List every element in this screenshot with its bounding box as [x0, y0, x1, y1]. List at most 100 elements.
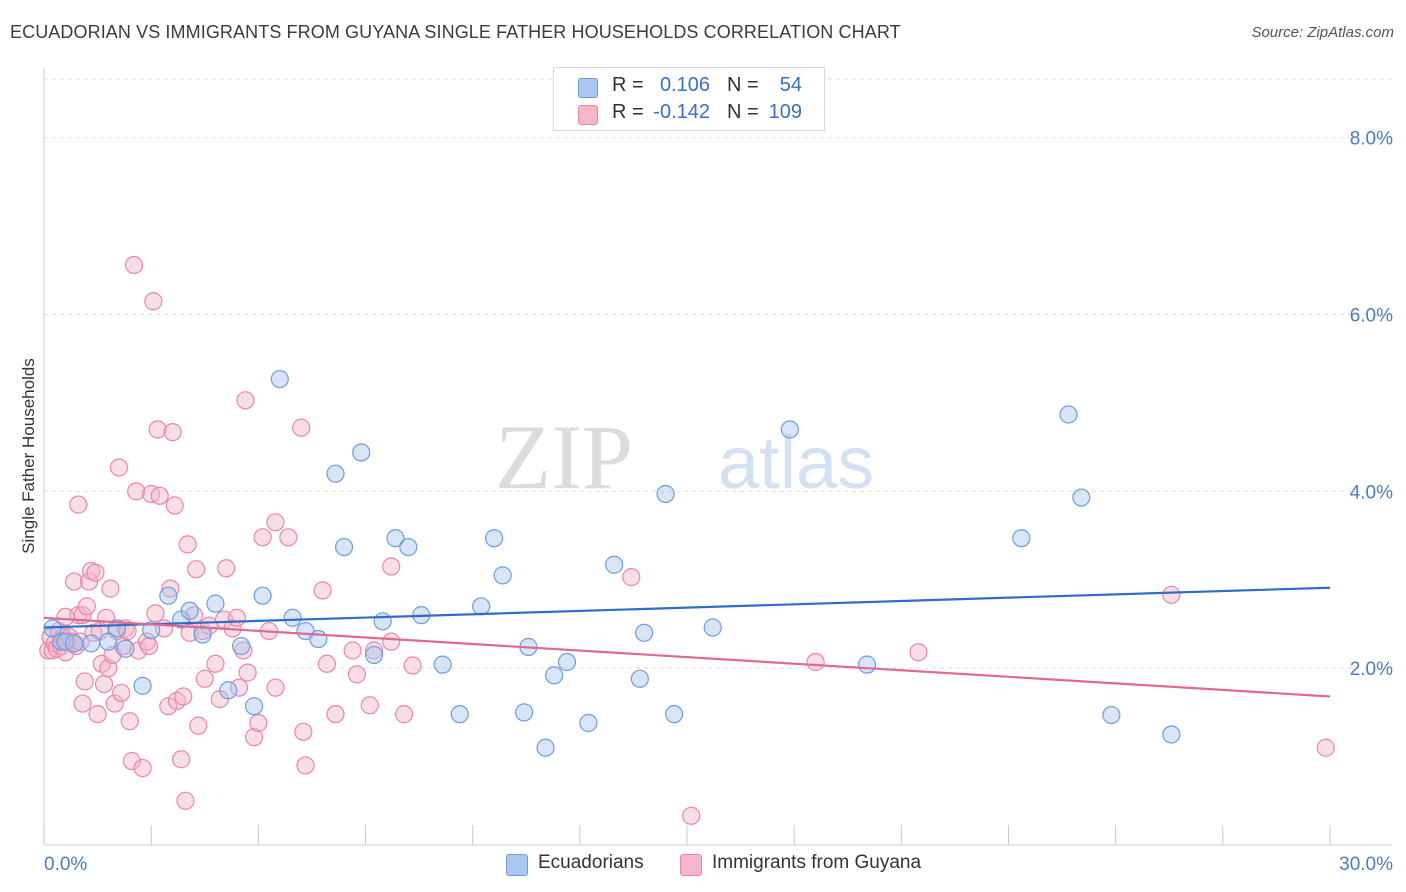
- guyana-point: [909, 643, 928, 662]
- guyana-point: [146, 604, 165, 623]
- guyana-point: [94, 674, 114, 694]
- guyana-point: [77, 597, 96, 616]
- ecuadorians-point: [399, 537, 418, 557]
- ecuadorians-point: [515, 703, 534, 722]
- guyana-point: [244, 728, 264, 747]
- series-legend: Ecuadorians Immigrants from Guyana: [0, 852, 1406, 878]
- guyana-point: [105, 694, 124, 713]
- ecuadorians-point: [635, 623, 654, 642]
- guyana-point: [296, 756, 315, 775]
- guyana-point: [161, 579, 180, 598]
- ecuadorians-point: [1162, 725, 1181, 744]
- guyana-point: [150, 486, 169, 505]
- chart-title: ECUADORIAN VS IMMIGRANTS FROM GUYANA SIN…: [10, 22, 901, 42]
- guyana-point: [144, 292, 163, 311]
- ecuadorians-point: [159, 586, 178, 605]
- guyana-point: [88, 705, 107, 724]
- guyana-point: [133, 758, 152, 778]
- guyana-point: [249, 713, 268, 733]
- ecuadorians-point: [82, 634, 101, 653]
- guyana-point: [347, 665, 367, 684]
- guyana-point: [266, 513, 285, 532]
- legend-label-ecuadorians: Ecuadorians: [538, 852, 644, 873]
- guyana-point: [64, 572, 84, 591]
- guyana-point: [1316, 738, 1335, 757]
- legend-swatch-guyana: [680, 854, 702, 876]
- ecuadorians-point: [630, 669, 649, 688]
- ecuadorians-point: [193, 625, 212, 644]
- y-axis-label: Single Father Households: [19, 358, 38, 554]
- guyana-point: [806, 652, 825, 672]
- y-tick-label: 8.0%: [1350, 129, 1393, 150]
- ecuadorians-point: [605, 555, 624, 574]
- guyana-point: [343, 641, 362, 660]
- legend-n-label: N =: [727, 74, 759, 96]
- guyana-point: [1162, 585, 1181, 604]
- ecuadorians-point: [334, 537, 354, 557]
- guyana-point: [279, 528, 298, 547]
- ecuadorians-point: [485, 529, 504, 548]
- legend-row-ecuadorians: R = 0.106 N = 54: [554, 74, 824, 100]
- guyana-point: [127, 482, 146, 501]
- guyana-point: [317, 654, 337, 673]
- watermark: ZIP atlas: [495, 406, 874, 508]
- series-guyana-points: [39, 255, 1335, 825]
- guyana-point: [178, 535, 197, 554]
- legend-label-guyana: Immigrants from Guyana: [712, 852, 922, 873]
- guyana-point: [165, 496, 184, 515]
- ecuadorians-trend-line: [43, 586, 1331, 629]
- ecuadorians-point: [450, 705, 469, 724]
- guyana-point: [112, 683, 131, 703]
- guyana-point: [313, 581, 332, 600]
- ecuadorians-point: [545, 666, 564, 685]
- ecuadorians-point: [352, 443, 371, 462]
- guyana-point: [360, 696, 379, 715]
- ecuadorians-point: [99, 632, 118, 651]
- legend-r-value: -0.142: [653, 101, 710, 123]
- guyana-point: [682, 806, 701, 825]
- ecuadorians-point: [472, 597, 491, 616]
- ecuadorians-point: [116, 639, 135, 658]
- guyana-point: [139, 636, 159, 656]
- x-tick-label-min: 0.0%: [44, 854, 87, 875]
- ecuadorians-point: [703, 618, 722, 637]
- ecuadorians-point: [364, 645, 384, 665]
- ecuadorians-point: [133, 676, 152, 695]
- guyana-point: [294, 722, 313, 741]
- ecuadorians-point: [64, 634, 84, 653]
- guyana-point: [187, 560, 206, 579]
- guyana-point: [174, 687, 193, 706]
- gridlines: [44, 78, 1392, 669]
- guyana-point: [236, 391, 255, 410]
- legend-r-value: 0.106: [659, 74, 710, 96]
- legend-row-guyana: R = -0.142 N = 109: [554, 101, 824, 127]
- y-tick-label: 4.0%: [1350, 482, 1393, 503]
- ecuadorians-point: [219, 681, 238, 700]
- y-tick-label: 6.0%: [1350, 306, 1393, 327]
- ecuadorians-point: [433, 655, 452, 674]
- y-tick-label: 2.0%: [1350, 659, 1393, 680]
- guyana-point: [229, 678, 249, 697]
- ecuadorians-point: [656, 484, 675, 504]
- ecuadorians-point: [326, 464, 345, 483]
- legend-r-label: R =: [612, 101, 644, 123]
- legend-r-label: R =: [612, 74, 644, 96]
- trend-lines: [43, 586, 1331, 698]
- legend-n-value: 54: [779, 74, 802, 96]
- guyana-point: [227, 608, 246, 627]
- guyana-point: [364, 641, 384, 660]
- x-tick-marks: [43, 825, 1331, 845]
- legend-n-value: 109: [768, 101, 802, 123]
- stats-legend: R = 0.106 N = 54 R = -0.142 N = 109: [553, 67, 825, 131]
- ecuadorians-point: [309, 629, 328, 649]
- guyana-point: [176, 791, 195, 810]
- guyana-point: [109, 458, 129, 477]
- guyana-point: [73, 694, 92, 713]
- ecuadorians-point: [557, 652, 577, 672]
- ecuadorians-point: [180, 601, 199, 620]
- ecuadorians-point: [244, 697, 264, 716]
- ecuadorians-point: [665, 705, 684, 724]
- ecuadorians-point: [373, 612, 392, 631]
- guyana-point: [101, 579, 120, 598]
